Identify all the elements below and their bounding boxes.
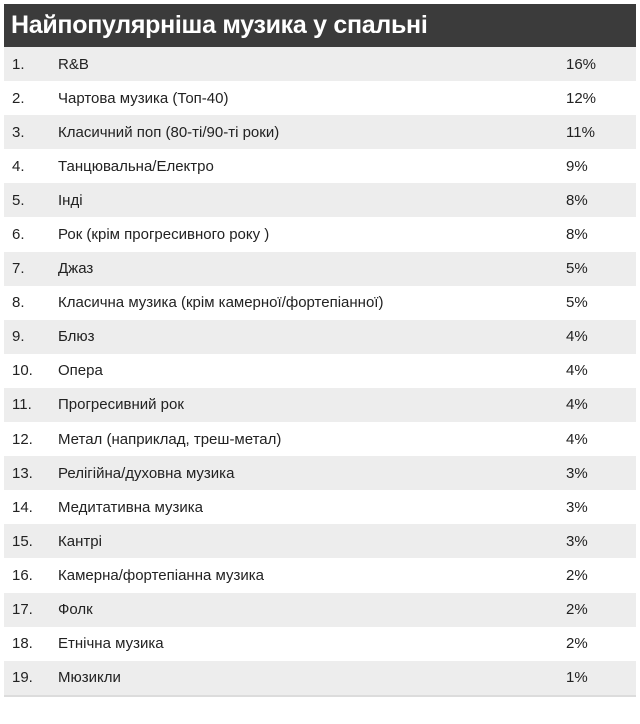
rank-cell: 13.: [12, 464, 33, 482]
percent-cell: 4%: [566, 328, 588, 346]
music-ranking-table: Найпопулярніша музика у спальні 1. R&B 16%…: [4, 4, 636, 697]
table-row: 6. Рок (крім прогресивного року ) 8%: [4, 217, 636, 252]
genre-cell: Медитативна музика: [58, 498, 204, 516]
table-row: 10. Опера 4%: [4, 353, 636, 388]
table-row: 17. Фолк 2%: [4, 592, 636, 627]
table-row: 3. Класичний поп (80-ті/90-ті роки) 11%: [4, 115, 636, 150]
table-row: 8. Класична музика (крім камерної/фортепі…: [4, 285, 636, 320]
rank-cell: 7.: [12, 260, 25, 278]
table-row: 18. Етнічна музика 2%: [4, 626, 636, 661]
percent-cell: 5%: [566, 260, 588, 278]
percent-cell: 4%: [566, 362, 588, 380]
percent-cell: 9%: [566, 157, 588, 175]
genre-cell: Танцювальна/Електро: [58, 157, 214, 175]
rank-cell: 10.: [12, 362, 33, 380]
rank-cell: 5.: [12, 191, 25, 209]
table-row: 14. Медитативна музика 3%: [4, 490, 636, 525]
rank-cell: 17.: [12, 601, 33, 619]
table-row: 19. Мюзикли 1%: [4, 660, 636, 695]
genre-cell: Етнічна музика: [58, 635, 164, 653]
genre-cell: Релігійна/духовна музика: [58, 464, 235, 482]
percent-cell: 3%: [566, 532, 588, 550]
table-row: 2. Чартова музика (Топ-40) 12%: [4, 81, 636, 116]
rank-cell: 15.: [12, 532, 33, 550]
table-row: 11. Прогресивний рок 4%: [4, 387, 636, 423]
rank-cell: 12.: [12, 430, 33, 448]
table-title: Найпопулярніша музика у спальні: [4, 4, 636, 47]
rank-cell: 19.: [12, 669, 33, 687]
percent-cell: 2%: [566, 601, 588, 619]
rank-cell: 4.: [12, 157, 25, 175]
table-row: 1. R&B 16%: [4, 47, 636, 82]
rank-cell: 16.: [12, 566, 33, 584]
percent-cell: 3%: [566, 498, 588, 516]
percent-cell: 4%: [566, 396, 588, 414]
percent-cell: 11%: [566, 123, 595, 141]
percent-cell: 2%: [566, 566, 588, 584]
genre-cell: Рок (крім прогресивного року ): [58, 226, 270, 244]
genre-cell: Метал (наприклад, треш-метал): [58, 430, 282, 448]
rank-cell: 6.: [12, 226, 25, 244]
percent-cell: 1%: [566, 669, 588, 687]
genre-cell: Чартова музика (Топ-40): [58, 89, 229, 107]
table-row: 13. Релігійна/духовна музика 3%: [4, 456, 636, 491]
percent-cell: 2%: [566, 635, 588, 653]
genre-cell: Прогресивний рок: [58, 396, 184, 414]
percent-cell: 8%: [566, 226, 588, 244]
table-row: 15. Кантрі 3%: [4, 524, 636, 559]
genre-cell: Інді: [58, 191, 83, 209]
percent-cell: 12%: [566, 89, 597, 107]
percent-cell: 16%: [566, 55, 597, 73]
table-row: 7. Джаз 5%: [4, 251, 636, 286]
genre-cell: Класична музика (крім камерної/фортепіан…: [58, 294, 384, 312]
genre-cell: Джаз: [58, 260, 94, 278]
percent-cell: 3%: [566, 464, 588, 482]
table-row: 9. Блюз 4%: [4, 319, 636, 354]
rank-cell: 2.: [12, 89, 25, 107]
genre-cell: Мюзикли: [58, 669, 121, 687]
percent-cell: 5%: [566, 294, 588, 312]
genre-cell: Класичний поп (80-ті/90-ті роки): [58, 123, 280, 141]
genre-cell: Блюз: [58, 328, 95, 346]
table-row: 5. Інді 8%: [4, 183, 636, 218]
table-row: 16. Камерна/фортепіанна музика 2%: [4, 558, 636, 593]
rank-cell: 9.: [12, 328, 25, 346]
rank-cell: 11.: [12, 396, 32, 414]
rank-cell: 18.: [12, 635, 33, 653]
table-body: 1. R&B 16% 2. Чартова музика (Топ-40) 12% 3. Кл…: [4, 47, 636, 695]
rank-cell: 8.: [12, 294, 25, 312]
rank-cell: 14.: [12, 498, 33, 516]
genre-cell: Кантрі: [58, 532, 102, 550]
table-row: 4. Танцювальна/Електро 9%: [4, 149, 636, 184]
rank-cell: 3.: [12, 123, 25, 141]
rank-cell: 1.: [12, 55, 25, 73]
percent-cell: 4%: [566, 430, 588, 448]
genre-cell: R&B: [58, 55, 89, 73]
percent-cell: 8%: [566, 191, 588, 209]
genre-cell: Фолк: [58, 601, 93, 619]
genre-cell: Камерна/фортепіанна музика: [58, 566, 264, 584]
table-row: 12. Метал (наприклад, треш-метал) 4%: [4, 422, 636, 457]
genre-cell: Опера: [58, 362, 103, 380]
